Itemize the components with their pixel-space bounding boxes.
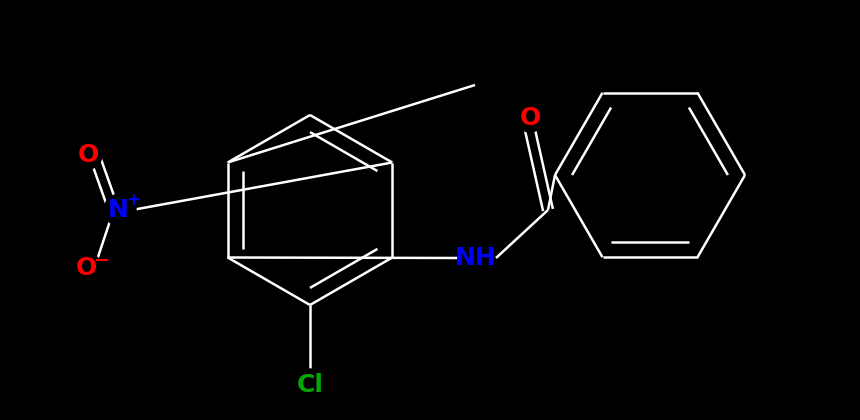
Circle shape	[104, 194, 136, 226]
Text: NH: NH	[455, 246, 497, 270]
Circle shape	[458, 240, 494, 276]
Text: N: N	[108, 198, 128, 222]
Text: O: O	[77, 143, 99, 167]
Text: +: +	[126, 191, 140, 209]
Circle shape	[74, 254, 102, 282]
Circle shape	[74, 141, 102, 169]
Text: O: O	[519, 106, 541, 130]
Text: Cl: Cl	[297, 373, 323, 397]
Circle shape	[516, 104, 544, 132]
Text: O: O	[76, 256, 96, 280]
Circle shape	[294, 369, 326, 401]
Text: −: −	[94, 250, 110, 270]
